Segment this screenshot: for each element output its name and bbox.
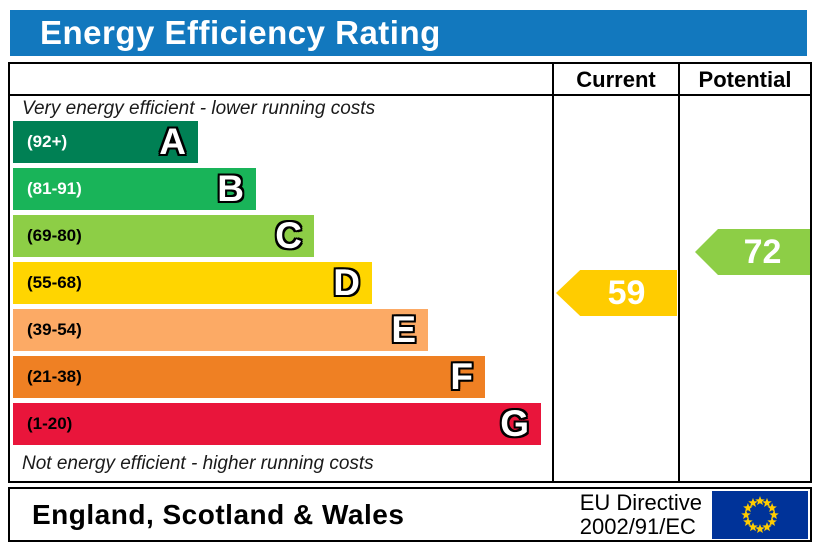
footer-region-label: England, Scotland & Wales bbox=[32, 498, 405, 530]
band-a: (92+) A bbox=[13, 121, 198, 163]
band-d: (55-68) D bbox=[13, 262, 372, 304]
band-c: (69-80) C bbox=[13, 215, 314, 257]
band-row-f: (21-38) F bbox=[10, 356, 552, 398]
band-f-range: (21-38) bbox=[27, 367, 82, 386]
band-c-letter: C bbox=[275, 215, 302, 256]
band-f-letter: F bbox=[450, 356, 473, 397]
potential-rating-value: 72 bbox=[743, 232, 782, 271]
potential-rating-arrow: 72 bbox=[695, 229, 810, 275]
band-row-e: (39-54) E bbox=[10, 309, 552, 351]
bands-column: Very energy efficient - lower running co… bbox=[10, 64, 552, 481]
band-a-range: (92+) bbox=[27, 132, 68, 151]
band-b: (81-91) B bbox=[13, 168, 256, 210]
current-rating-value: 59 bbox=[607, 273, 646, 312]
potential-column-header: Potential bbox=[680, 64, 810, 96]
eu-directive-line2: 2002/91/EC bbox=[579, 513, 696, 539]
band-g-letter: G bbox=[500, 403, 529, 444]
band-e-range: (39-54) bbox=[27, 320, 82, 339]
footer: England, Scotland & Wales EU Directive 2… bbox=[8, 487, 812, 542]
band-row-a: (92+) A bbox=[10, 121, 552, 163]
band-g-range: (1-20) bbox=[27, 414, 73, 433]
band-d-range: (55-68) bbox=[27, 273, 82, 292]
caption-very-efficient: Very energy efficient - lower running co… bbox=[22, 98, 376, 119]
band-row-c: (69-80) C bbox=[10, 215, 552, 257]
band-row-b: (81-91) B bbox=[10, 168, 552, 210]
band-a-letter: A bbox=[159, 121, 186, 162]
band-g: (1-20) G bbox=[13, 403, 541, 445]
eu-directive-line1: EU Directive bbox=[579, 489, 702, 515]
chart-title: Energy Efficiency Rating bbox=[10, 10, 807, 56]
current-column-header: Current bbox=[554, 64, 678, 96]
potential-column: Potential 72 bbox=[678, 64, 810, 481]
band-b-range: (81-91) bbox=[27, 179, 82, 198]
band-c-range: (69-80) bbox=[27, 226, 82, 245]
band-row-d: (55-68) D bbox=[10, 262, 552, 304]
caption-not-efficient: Not energy efficient - higher running co… bbox=[22, 453, 374, 474]
bands-column-header bbox=[10, 64, 552, 96]
band-e-letter: E bbox=[391, 309, 416, 350]
rating-table: Very energy efficient - lower running co… bbox=[8, 62, 812, 483]
current-rating-arrow: 59 bbox=[556, 270, 677, 316]
band-b-letter: B bbox=[217, 168, 244, 209]
band-d-letter: D bbox=[333, 262, 360, 303]
eu-directive-label: EU Directive 2002/91/EC bbox=[579, 489, 712, 539]
eu-flag-icon bbox=[712, 490, 808, 539]
band-f: (21-38) F bbox=[13, 356, 485, 398]
current-column: Current 59 bbox=[552, 64, 678, 481]
band-row-g: (1-20) G bbox=[10, 403, 552, 445]
band-e: (39-54) E bbox=[13, 309, 428, 351]
